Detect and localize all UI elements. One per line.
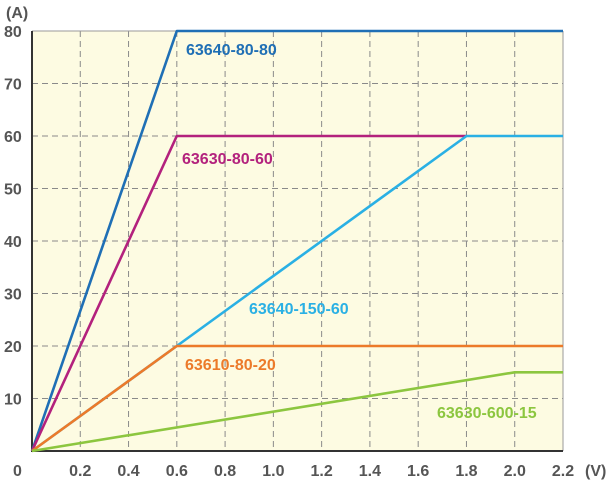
y-tick-label: 50	[4, 182, 22, 199]
series-line-63640-80-80	[30, 29, 563, 452]
x-tick-label: 0.2	[69, 463, 91, 480]
y-tick-label: 30	[4, 287, 22, 304]
series-label-63630-80-60: 63630-80-60	[182, 151, 273, 168]
x-tick-label: 1.8	[455, 463, 477, 480]
y-tick-label: 70	[4, 77, 22, 94]
series-label-63640-80-80: 63640-80-80	[186, 42, 277, 59]
y-tick-label: 80	[4, 24, 22, 41]
x-axis-unit: (V)	[585, 463, 606, 480]
x-tick-label: 2.0	[504, 463, 526, 480]
x-tick-label: 1.2	[311, 463, 333, 480]
y-tick-label: 10	[4, 392, 22, 409]
series-line-63630-80-60	[30, 134, 467, 452]
series-line-63610-80-20	[31, 344, 563, 453]
x-tick-label: 0.4	[117, 463, 139, 480]
series-lines	[30, 29, 563, 453]
x-tick-label: 1.0	[262, 463, 284, 480]
y-tick-label: 40	[4, 234, 22, 251]
x-tick-label: 0	[13, 463, 22, 480]
x-tick-label: 0.6	[166, 463, 188, 480]
series-label-63640-150-60: 63640-150-60	[249, 301, 349, 318]
series-label-63610-80-20: 63610-80-20	[185, 357, 276, 374]
y-tick-labels: 10 20 30 40 50 60 70 80	[4, 24, 22, 409]
x-tick-label: 2.2	[552, 463, 574, 480]
x-tick-label: 1.4	[359, 463, 381, 480]
x-tick-label: 0.8	[214, 463, 236, 480]
x-tick-labels: 0 0.2 0.4 0.6 0.8 1.0 1.2 1.4 1.6 1.8 2.0 2.2	[13, 463, 574, 480]
x-tick-label: 1.6	[407, 463, 429, 480]
series-line-63630-600-15	[31, 370, 563, 453]
series-label-63630-600-15: 63630-600-15	[437, 405, 537, 422]
y-axis-unit: (A)	[6, 5, 28, 22]
y-tick-label: 60	[4, 129, 22, 146]
series-labels: 63640-80-80 63630-80-60 63640-150-60 63610-…	[182, 42, 537, 422]
y-tick-label: 20	[4, 339, 22, 356]
